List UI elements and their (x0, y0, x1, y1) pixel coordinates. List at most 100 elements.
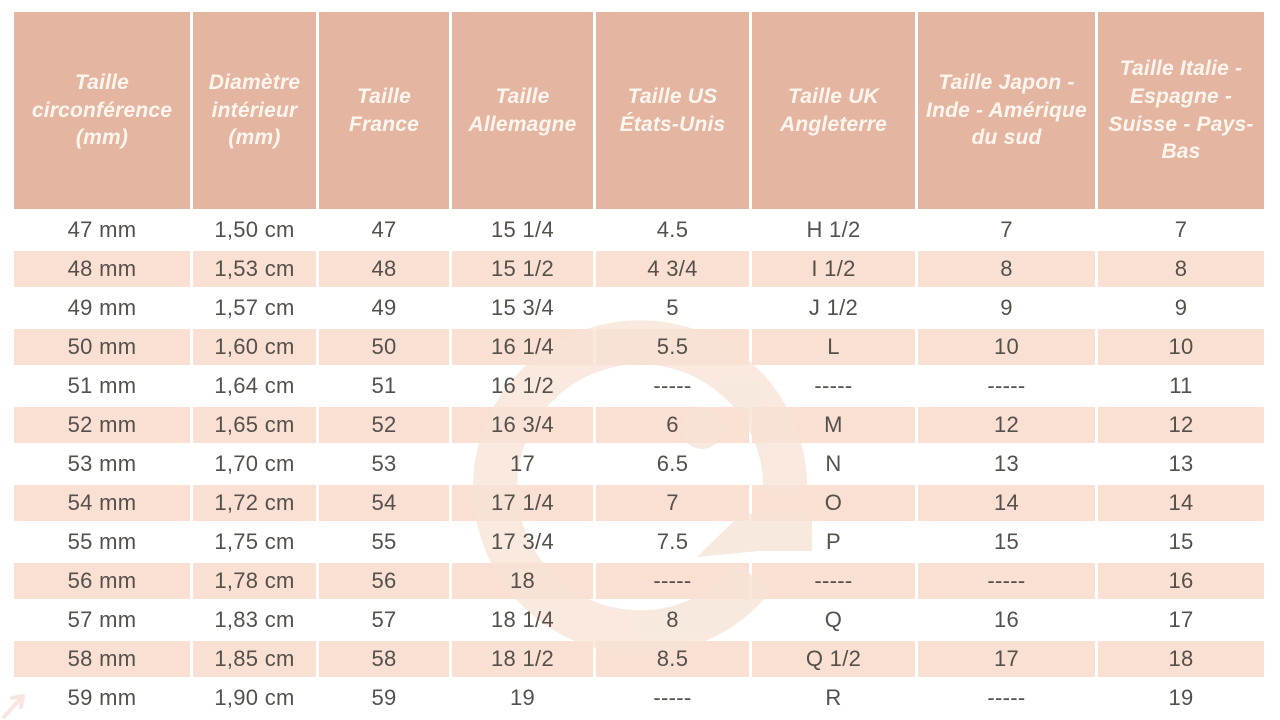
table-cell (596, 680, 749, 716)
table-cell (1098, 524, 1264, 560)
table-cell (14, 641, 190, 677)
table-cell: 8.5 (656, 646, 689, 671)
table-cell: 57 mm (67, 607, 137, 632)
table-cell: 15 (993, 529, 1020, 554)
table-cell (319, 251, 449, 287)
table-cell (14, 212, 190, 248)
table-cell (452, 212, 593, 248)
table-cell: 16 1/4 (491, 334, 554, 359)
table-cell (193, 524, 316, 560)
table-cell: 10 (1168, 334, 1194, 359)
table-cell: ----- (814, 373, 853, 398)
table-cell (918, 563, 1095, 599)
table-cell (319, 212, 449, 248)
table-cell (752, 251, 915, 287)
table-cell (918, 446, 1095, 482)
table-cell: 7 (1174, 217, 1188, 242)
table-cell: 56 (371, 568, 397, 593)
table-cell: 49 (371, 295, 397, 320)
column-header: Taille Italie - Espagne - Suisse - Pays-… (1108, 57, 1254, 164)
table-cell (596, 212, 749, 248)
table-cell: 55 (371, 529, 397, 554)
table-cell: 1,78 cm (214, 568, 295, 593)
table-cell: P (826, 529, 841, 554)
table-cell: 13 (993, 451, 1020, 476)
table-cell (193, 680, 316, 716)
table-cell (14, 485, 190, 521)
column-header: Taille UK Angleterre (779, 84, 888, 136)
table-cell (918, 602, 1095, 638)
table-cell: 12 (993, 412, 1020, 437)
table-cell (596, 251, 749, 287)
table-cell: 9 (1174, 295, 1188, 320)
column-header (193, 12, 316, 209)
table-cell: 7 (666, 490, 679, 515)
size-table: Taille circonférence (mm) Diamètre intéri… (14, 12, 1264, 716)
table-cell (319, 407, 449, 443)
table-cell: N (825, 451, 842, 476)
table-cell (918, 641, 1095, 677)
table-cell: 1,50 cm (214, 217, 295, 242)
table-cell: ----- (653, 373, 692, 398)
table-cell (918, 407, 1095, 443)
table-cell: 18 (1168, 646, 1194, 671)
table-cell: 1,60 cm (214, 334, 295, 359)
table-cell: 7.5 (656, 529, 689, 554)
table-cell (918, 368, 1095, 404)
table-cell: 4 3/4 (647, 256, 698, 281)
table-cell: Q 1/2 (805, 646, 862, 671)
table-cell: O (824, 490, 843, 515)
table-cell: 15 3/4 (491, 295, 554, 320)
table-cell (319, 368, 449, 404)
table-cell (1098, 251, 1264, 287)
table-cell (1098, 290, 1264, 326)
table-cell: 6.5 (656, 451, 689, 476)
table-cell: 48 mm (67, 256, 137, 281)
table-cell: I 1/2 (811, 256, 856, 281)
table-cell: H 1/2 (806, 217, 861, 242)
table-cell: 15 1/2 (491, 256, 554, 281)
table-cell (14, 602, 190, 638)
table-cell (918, 251, 1095, 287)
column-header: Taille Allemagne (468, 84, 577, 136)
table-cell: 53 mm (67, 451, 137, 476)
table-cell: 8 (1174, 256, 1188, 281)
table-cell: J 1/2 (808, 295, 859, 320)
table-cell (319, 290, 449, 326)
table-cell: 15 (1168, 529, 1194, 554)
table-cell (14, 680, 190, 716)
table-cell: ----- (987, 685, 1026, 710)
table-cell (193, 485, 316, 521)
table-cell: 47 (371, 217, 397, 242)
table-cell: 47 mm (67, 217, 137, 242)
table-cell (14, 407, 190, 443)
table-cell: 58 (371, 646, 397, 671)
table-cell: 1,53 cm (214, 256, 295, 281)
column-header (319, 12, 449, 209)
table-cell: ----- (814, 568, 853, 593)
table-cell (319, 563, 449, 599)
table-cell: 16 3/4 (491, 412, 554, 437)
table-cell: 48 (371, 256, 397, 281)
table-cell (193, 329, 316, 365)
table-cell: 1,83 cm (214, 607, 295, 632)
table-cell: 54 (371, 490, 397, 515)
table-cell: Q (824, 607, 843, 632)
table-cell: 1,57 cm (214, 295, 295, 320)
table-cell: 1,64 cm (214, 373, 295, 398)
table-cell (918, 485, 1095, 521)
table-cell (193, 251, 316, 287)
table-cell (1098, 407, 1264, 443)
table-cell (14, 524, 190, 560)
table-cell (14, 446, 190, 482)
table-cell (14, 329, 190, 365)
table-cell: ----- (987, 568, 1026, 593)
table-cell: 14 (1168, 490, 1194, 515)
table-cell (14, 563, 190, 599)
table-cell: 17 1/4 (491, 490, 554, 515)
table-cell: 56 mm (67, 568, 137, 593)
table-cell (193, 407, 316, 443)
table-cell: 5 (666, 295, 679, 320)
table-cell: 8 (1000, 256, 1013, 281)
